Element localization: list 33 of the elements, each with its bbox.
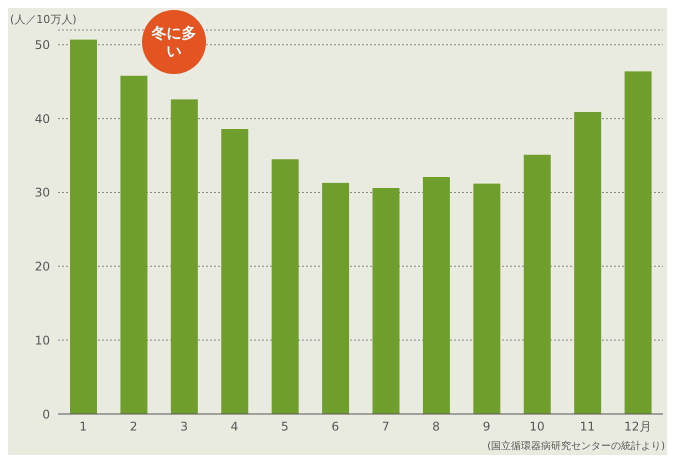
x-tick-label: 1 — [79, 420, 88, 434]
bar — [473, 184, 500, 414]
bar — [524, 154, 551, 414]
bar — [120, 76, 148, 414]
y-tick-label: 0 — [42, 407, 50, 422]
x-tick-label: 4 — [230, 420, 238, 434]
x-tick-label: 3 — [180, 420, 188, 434]
x-tick-label: 8 — [432, 420, 440, 434]
bar — [70, 40, 97, 414]
bar — [574, 112, 602, 414]
x-tick-label: 10 — [529, 420, 545, 434]
bar — [322, 182, 350, 414]
y-tick-label: 30 — [34, 186, 50, 200]
bar — [372, 188, 400, 414]
y-axis-title: (人／10万人) — [10, 12, 77, 27]
x-tick-label: 2 — [130, 420, 138, 434]
bar — [221, 128, 248, 414]
x-tick-label: 12月 — [624, 420, 652, 434]
x-tick-label: 6 — [331, 420, 340, 434]
text: (国立循環器病研究センターの統計より) — [487, 440, 665, 453]
bar — [624, 71, 652, 414]
y-tick-label: 10 — [34, 333, 50, 348]
y-tick-label: 50 — [34, 38, 50, 52]
annotation: 冬に多い — [150, 24, 198, 60]
x-tick-label: 11 — [580, 420, 596, 434]
x-tick-label: 5 — [281, 420, 289, 434]
y-tick-label: 20 — [34, 260, 50, 274]
bar — [272, 159, 299, 414]
y-tick-label: 40 — [34, 112, 50, 126]
x-tick-label: 7 — [382, 420, 390, 434]
bar — [170, 99, 198, 414]
bar — [422, 176, 450, 414]
x-tick-label: 9 — [482, 420, 490, 434]
